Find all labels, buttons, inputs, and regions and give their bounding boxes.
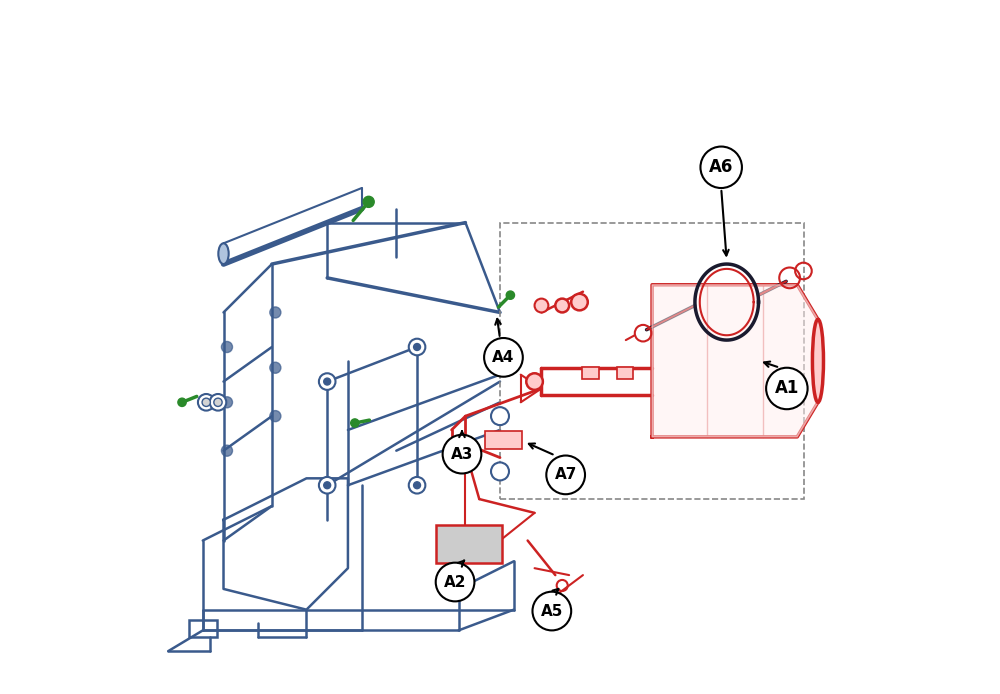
Circle shape: [363, 196, 374, 208]
FancyBboxPatch shape: [436, 525, 502, 564]
Circle shape: [210, 394, 226, 411]
Text: A6: A6: [709, 158, 733, 176]
Circle shape: [319, 477, 335, 493]
Text: A3: A3: [451, 447, 473, 462]
Circle shape: [766, 368, 808, 409]
Circle shape: [221, 445, 232, 456]
Text: A1: A1: [775, 380, 799, 398]
Circle shape: [351, 419, 359, 428]
Text: A7: A7: [554, 467, 577, 482]
Ellipse shape: [218, 244, 229, 264]
Circle shape: [491, 407, 509, 425]
Circle shape: [546, 455, 585, 494]
Circle shape: [178, 398, 186, 407]
Circle shape: [436, 563, 474, 602]
Circle shape: [555, 298, 569, 312]
Circle shape: [270, 411, 281, 422]
Circle shape: [202, 398, 210, 407]
Text: A2: A2: [444, 575, 466, 589]
Circle shape: [324, 378, 331, 385]
Text: A4: A4: [492, 350, 515, 365]
Circle shape: [270, 307, 281, 318]
Text: A5: A5: [541, 604, 563, 618]
Circle shape: [324, 482, 331, 489]
Circle shape: [221, 341, 232, 353]
Polygon shape: [652, 285, 818, 437]
FancyBboxPatch shape: [485, 431, 522, 448]
Circle shape: [409, 477, 425, 493]
Circle shape: [221, 397, 232, 408]
Circle shape: [484, 338, 523, 377]
Circle shape: [506, 291, 515, 299]
Circle shape: [535, 298, 548, 312]
Circle shape: [443, 434, 481, 473]
FancyBboxPatch shape: [582, 367, 599, 379]
FancyBboxPatch shape: [617, 367, 633, 379]
Circle shape: [571, 294, 588, 310]
Circle shape: [700, 146, 742, 188]
Ellipse shape: [812, 319, 823, 403]
Circle shape: [270, 362, 281, 373]
Circle shape: [526, 373, 543, 390]
Circle shape: [214, 398, 222, 407]
Circle shape: [409, 339, 425, 355]
Circle shape: [198, 394, 215, 411]
Circle shape: [414, 344, 421, 350]
Circle shape: [491, 462, 509, 480]
Bar: [500, 223, 804, 499]
Circle shape: [319, 373, 335, 390]
Circle shape: [532, 592, 571, 630]
Circle shape: [414, 482, 421, 489]
